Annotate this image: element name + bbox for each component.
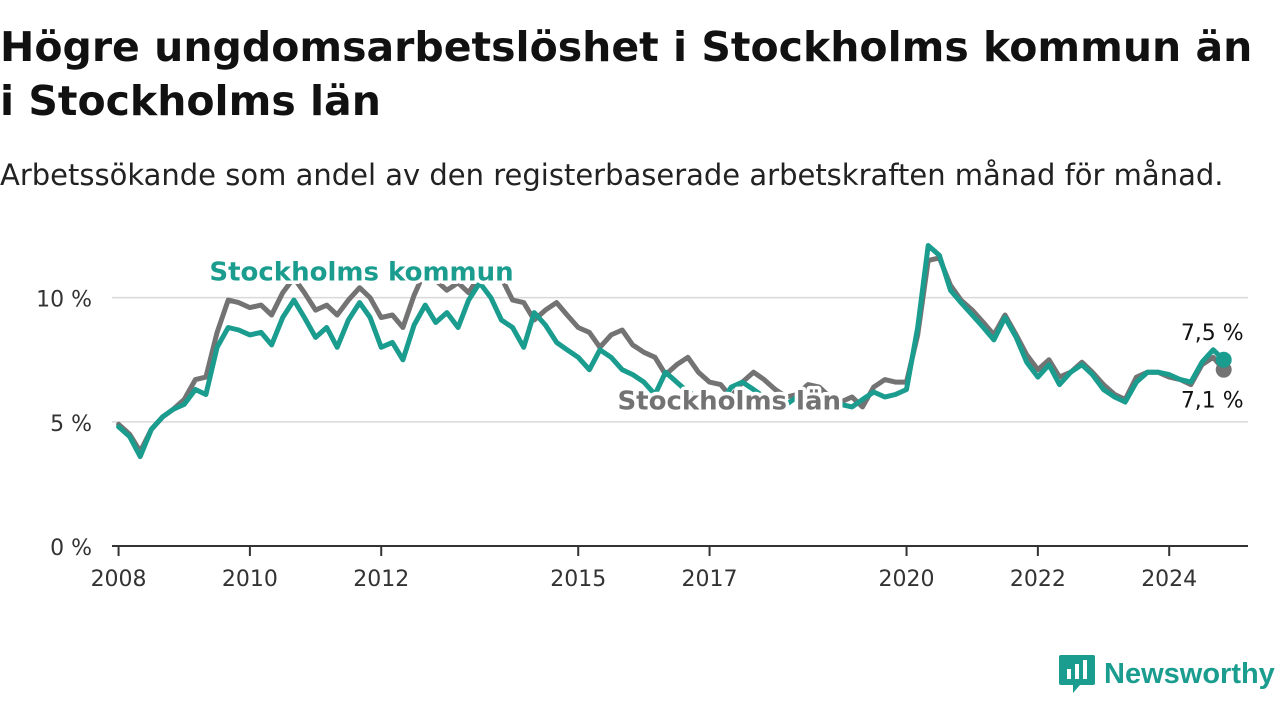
end-value-label: 7,5 % [1181,321,1244,346]
x-tick-label: 2010 [222,567,278,592]
x-tick-label: 2012 [353,567,409,592]
gridlines [112,296,1248,423]
newsworthy-logo-icon [1059,655,1095,693]
x-tick-label: 2008 [91,567,147,592]
x-tick-label: 2015 [550,567,606,592]
y-tick-label: 10 % [36,288,92,313]
brand-name: Newsworthy [1104,657,1275,690]
x-tick-label: 2017 [682,567,738,592]
y-tick-label: 5 % [50,412,92,437]
chart-subtitle: Arbetssökande som andel av den registerb… [0,158,1224,192]
y-tick-label: 0 % [50,536,92,561]
x-tick-label: 2024 [1141,567,1197,592]
series-annotations: Stockholms kommun Stockholms län 7,1 % 7,5 … [206,254,1246,420]
end-point-marker [1215,351,1232,368]
end-value-label: 7,1 % [1181,389,1244,414]
series-line-stockholms-län [116,255,1227,455]
x-tick-label: 2020 [879,567,935,592]
series-label: Stockholms kommun [209,257,513,287]
y-axis-labels: 0 % 5 % 10 % [36,288,92,561]
chart-title: Högre ungdomsarbetslöshet i Stockholms k… [0,23,1253,125]
x-tick-label: 2022 [1010,567,1066,592]
series-line-stockholms-kommun [116,243,1227,460]
brand-logo[interactable]: Newsworthy [1058,652,1275,696]
series-label: Stockholms län [617,386,841,416]
x-axis: 2008 2010 2012 2015 2017 2020 2022 2024 [91,545,1248,592]
series-lines [116,243,1227,460]
